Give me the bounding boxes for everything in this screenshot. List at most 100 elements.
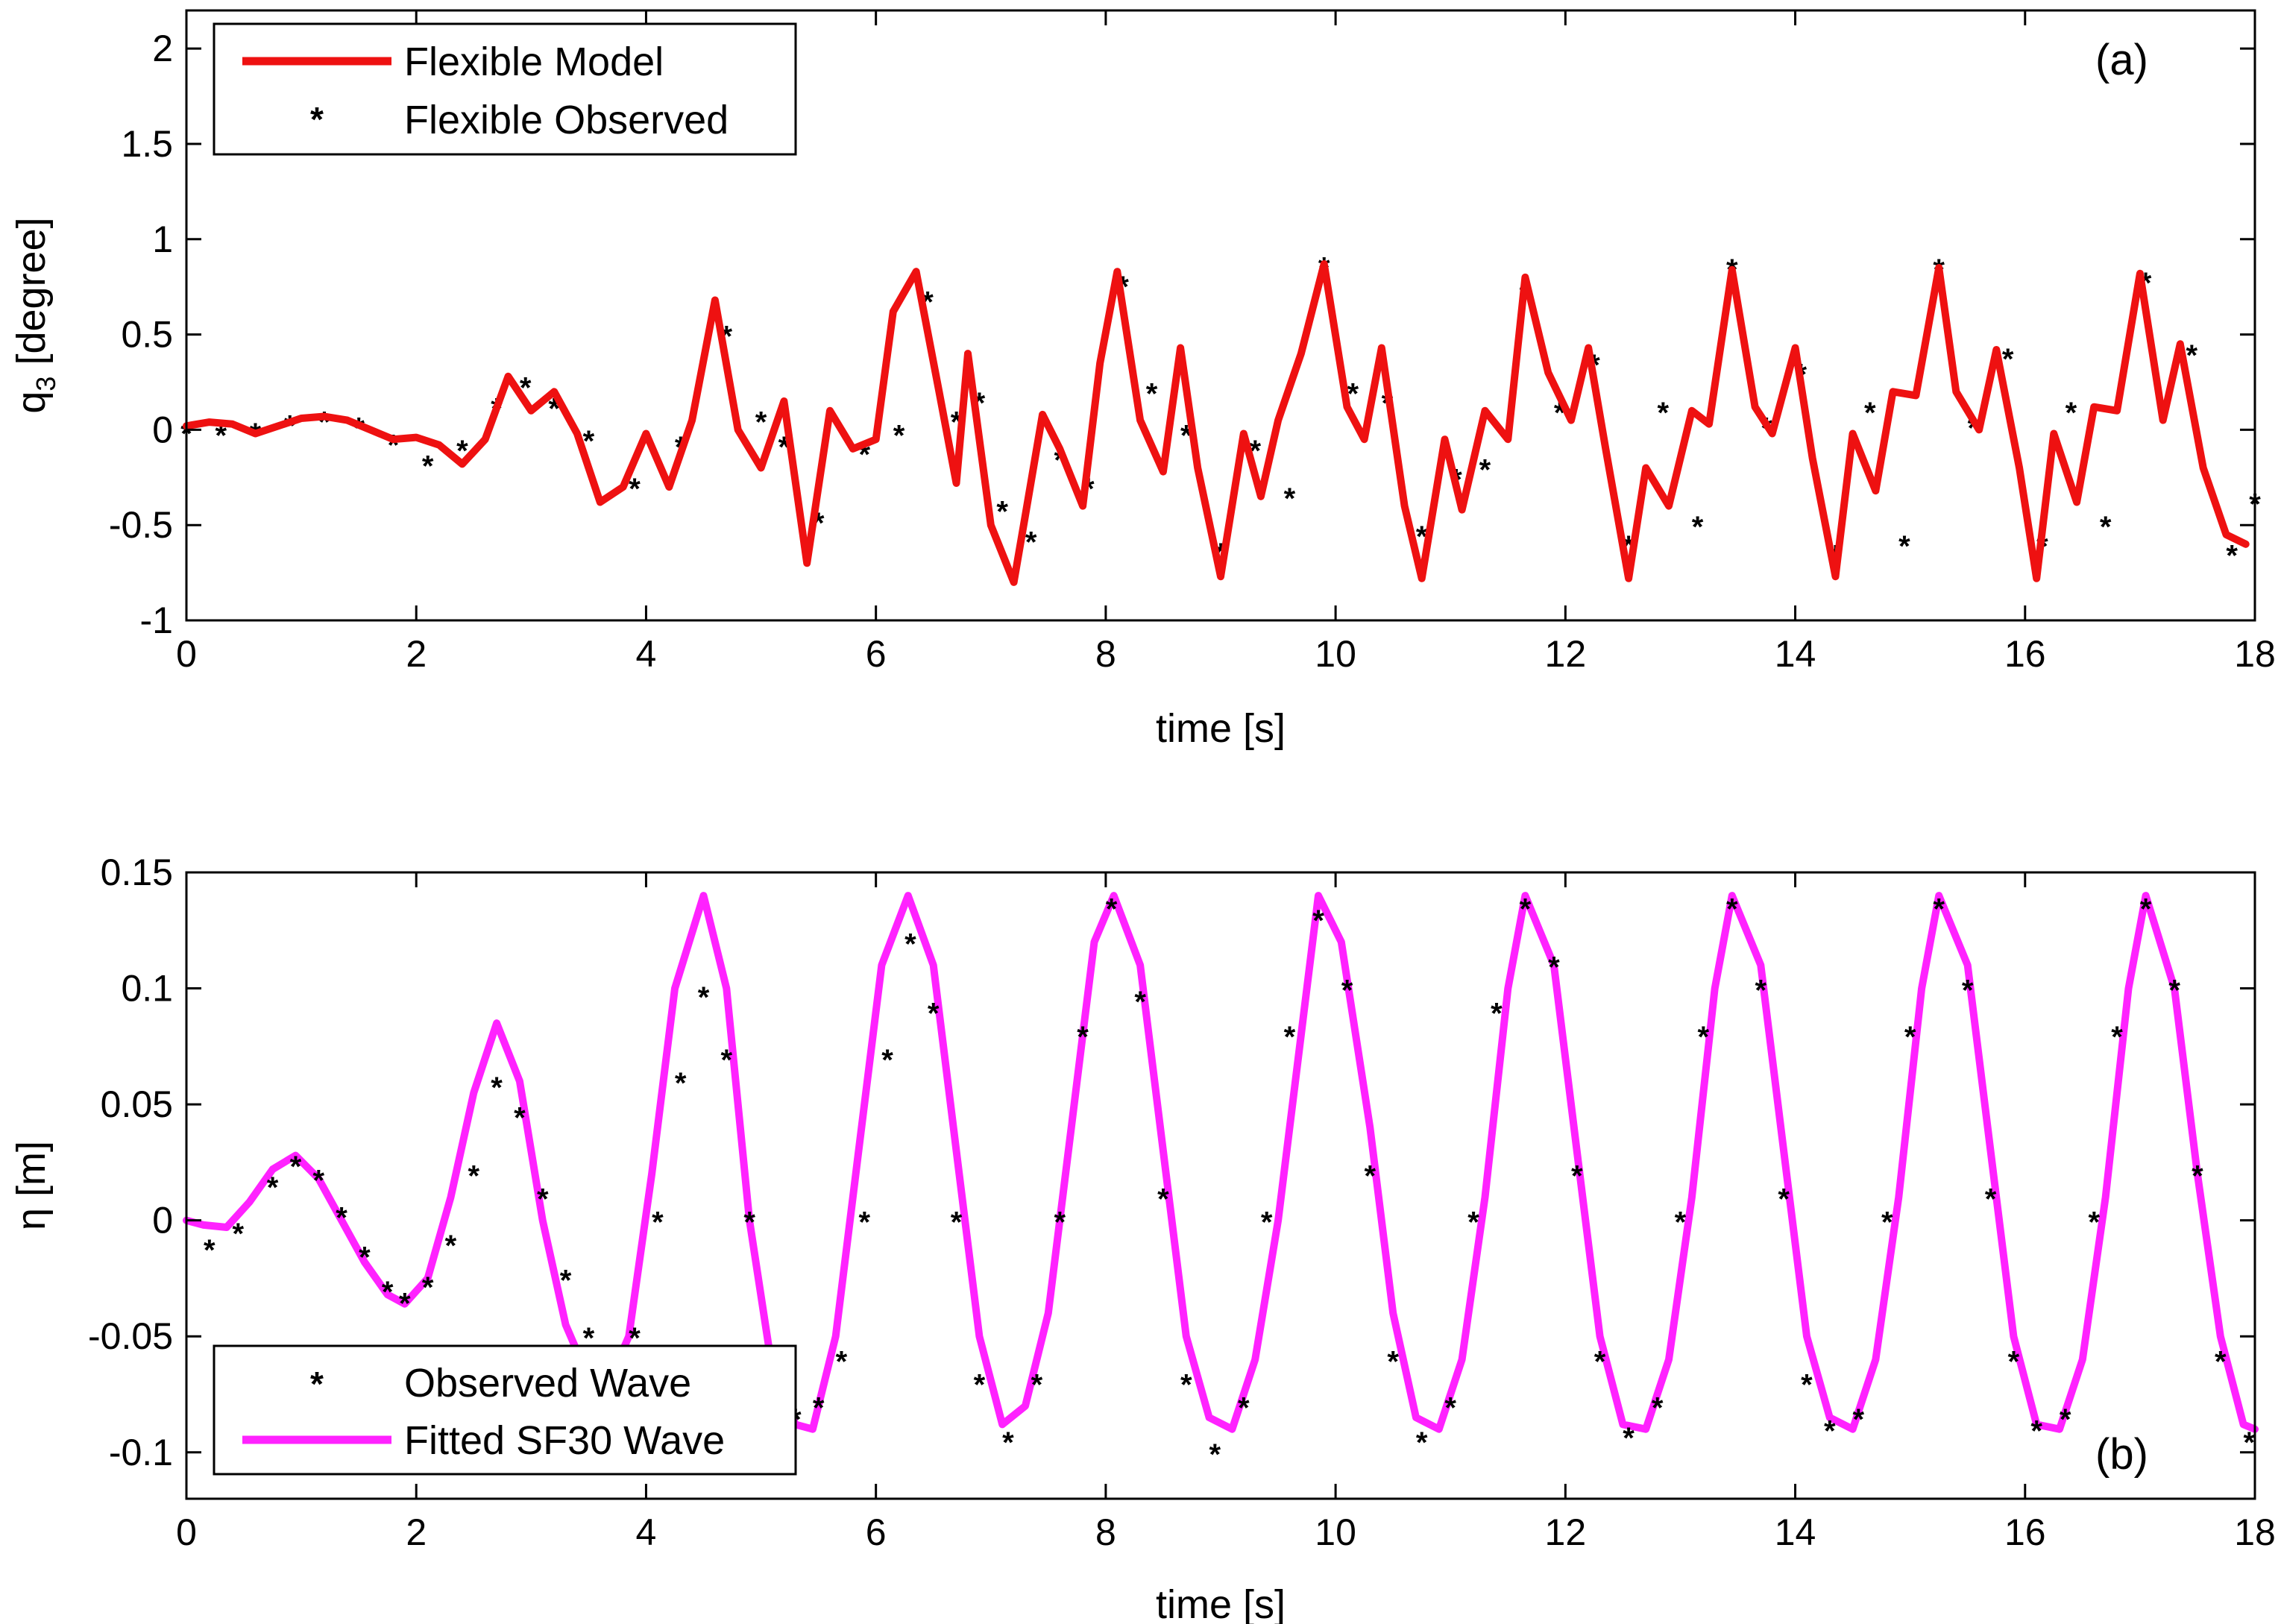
panel-a-y-axis-label: q3 [degree]: [9, 217, 61, 413]
legend-flexible-observed-swatch: *: [310, 100, 324, 139]
panel-b-y-axis-label: η [m]: [9, 1141, 54, 1230]
panel-b-point-observed-wave: *: [974, 1368, 986, 1401]
panel-a-point-flexible-observed: *: [2002, 343, 2014, 376]
panel-a-point-flexible-observed: *: [318, 406, 330, 439]
panel-b-point-observed-wave: *: [2008, 1345, 2020, 1378]
panel-b-point-observed-wave: *: [675, 1067, 687, 1100]
panel-b-point-observed-wave: *: [312, 1165, 324, 1197]
panel-a-point-flexible-observed: *: [996, 496, 1008, 529]
panel-a-point-flexible-observed: *: [2226, 540, 2238, 573]
legend-flexible-model-label: Flexible Model: [404, 40, 664, 84]
panel-b-point-observed-wave: *: [2111, 1021, 2123, 1054]
panel-a-y-tick-label: 0.5: [121, 314, 173, 356]
panel-b-point-observed-wave: *: [1444, 1392, 1456, 1425]
panel-b-point-observed-wave: *: [445, 1230, 457, 1262]
panel-b-point-observed-wave: *: [2168, 975, 2180, 1007]
panel-a-point-flexible-observed: *: [1146, 377, 1158, 410]
panel-b-point-observed-wave: *: [290, 1151, 302, 1183]
panel-a-point-flexible-observed: *: [2186, 339, 2197, 372]
panel-b-point-observed-wave: *: [1341, 975, 1353, 1007]
panel-b-point-observed-wave: *: [1387, 1345, 1399, 1378]
panel-b-x-tick-label: 16: [2004, 1511, 2046, 1553]
panel-a-axes-frame: [185, 9, 2256, 622]
panel-a-x-tick-label: 8: [1095, 633, 1116, 675]
panel-b-y-tick-label: 0: [152, 1200, 173, 1241]
panel-b-y-tick-label: 0.05: [101, 1083, 173, 1125]
panel-b-x-tick-label: 14: [1775, 1511, 1816, 1553]
panel-a-y-tick-label: 1: [152, 218, 173, 260]
panel-b-point-observed-wave: *: [2244, 1426, 2256, 1459]
panel-a-point-flexible-observed: *: [629, 473, 641, 506]
legend-observed-wave-swatch: *: [310, 1365, 324, 1403]
panel-a-x-tick-label: 18: [2234, 633, 2276, 675]
panel-b-point-observed-wave: *: [652, 1206, 664, 1239]
panel-a-x-tick-label: 6: [866, 633, 887, 675]
panel-b-series-fitted-sf30-wave: [183, 892, 2259, 1433]
panel-a-y-label-unit: [degree]: [9, 217, 54, 376]
panel-b-point-observed-wave: *: [1726, 893, 1738, 926]
panel-b-x-tick-label: 18: [2234, 1511, 2276, 1553]
panel-b-point-observed-wave: *: [881, 1044, 893, 1077]
panel-b-point-observed-wave: *: [1571, 1159, 1583, 1192]
panel-b-point-observed-wave: *: [336, 1201, 347, 1234]
panel-b-point-observed-wave: *: [1962, 975, 1974, 1007]
panel-b-y-tick-label: 0.15: [101, 852, 173, 893]
panel-b-axes-frame: [185, 871, 2256, 1500]
panel-b-point-observed-wave: *: [904, 928, 916, 960]
panel-b-point-observed-wave: *: [1284, 1021, 1296, 1054]
panel-a-x-tick-label: 16: [2004, 633, 2046, 675]
panel-a-y-tick-label: 1.5: [121, 123, 173, 165]
panel-b-point-observed-wave: *: [1520, 893, 1532, 926]
panel-b-point-observed-wave: *: [468, 1159, 479, 1192]
panel-b-point-observed-wave: *: [399, 1288, 411, 1321]
panel-a-series-flexible-model: [183, 260, 2250, 586]
panel-a-point-flexible-observed: *: [2066, 397, 2077, 429]
panel-b-point-observed-wave: *: [1824, 1415, 1836, 1448]
panel-a-point-flexible-observed: *: [2100, 511, 2112, 544]
legend-observed-wave-label: Observed Wave: [404, 1361, 691, 1406]
panel-b-point-observed-wave: *: [813, 1392, 825, 1425]
panel-b-x-tick-label: 12: [1545, 1511, 1587, 1553]
panel-a-x-tick-label: 4: [636, 633, 657, 675]
panel-b-point-observed-wave: *: [1548, 951, 1560, 983]
panel-b-point-observed-wave: *: [382, 1276, 394, 1309]
panel-b-point-observed-wave: *: [2140, 893, 2152, 926]
panel-a-point-flexible-observed: *: [1025, 526, 1037, 559]
panel-a-point-flexible-observed: *: [755, 406, 767, 439]
panel-b-point-observed-wave: *: [267, 1171, 279, 1204]
panel-b-point-observed-wave: *: [2088, 1206, 2100, 1239]
panel-b-point-observed-wave: *: [951, 1206, 963, 1239]
panel-b-point-observed-wave: *: [233, 1218, 245, 1250]
panel-b-point-observed-wave: *: [1881, 1206, 1893, 1239]
panel-b-x-tick-label: 10: [1315, 1511, 1356, 1553]
panel-a-chart: * * * * * *** **************************** *** *…: [9, 9, 2276, 751]
panel-a-point-flexible-observed: *: [215, 419, 227, 452]
panel-b-chart: * *** **** * ******** ***********************…: [9, 852, 2276, 1624]
panel-b-point-observed-wave: *: [1209, 1438, 1221, 1471]
panel-b-point-observed-wave: *: [1697, 1021, 1709, 1054]
panel-a-x-tick-label: 2: [406, 633, 427, 675]
panel-a-x-tick-label: 10: [1315, 633, 1356, 675]
panel-a-x-tick-label: 14: [1775, 633, 1816, 675]
panel-a-x-tick-label: 0: [176, 633, 197, 675]
panel-b-point-observed-wave: *: [858, 1206, 870, 1239]
panel-a-point-flexible-observed: *: [422, 450, 434, 482]
panel-b-point-observed-wave: *: [1755, 975, 1767, 1007]
panel-b-point-observed-wave: *: [1933, 893, 1945, 926]
panel-b-x-axis-label: time [s]: [1156, 1582, 1286, 1624]
panel-b-point-observed-wave: *: [422, 1271, 434, 1304]
panel-b-point-observed-wave: *: [1652, 1392, 1664, 1425]
panel-b-x-tick-label: 2: [406, 1511, 427, 1553]
panel-b-point-observed-wave: *: [1904, 1021, 1916, 1054]
panel-b-point-observed-wave: *: [2192, 1159, 2203, 1192]
panel-b-point-observed-wave: *: [560, 1264, 572, 1297]
panel-b-point-observed-wave: *: [1853, 1403, 1865, 1436]
panel-b-point-observed-wave: *: [1238, 1392, 1250, 1425]
panel-b-y-tick-label: 0.1: [121, 968, 173, 1010]
panel-b-y-tick-label: -0.1: [109, 1432, 173, 1473]
panel-a-point-flexible-observed: *: [1658, 397, 1670, 429]
panel-b-point-observed-wave: *: [1801, 1368, 1813, 1401]
panel-b-legend: * Observed Wave Fitted SF30 Wave: [213, 1344, 797, 1476]
panel-b-point-observed-wave: *: [743, 1206, 755, 1239]
